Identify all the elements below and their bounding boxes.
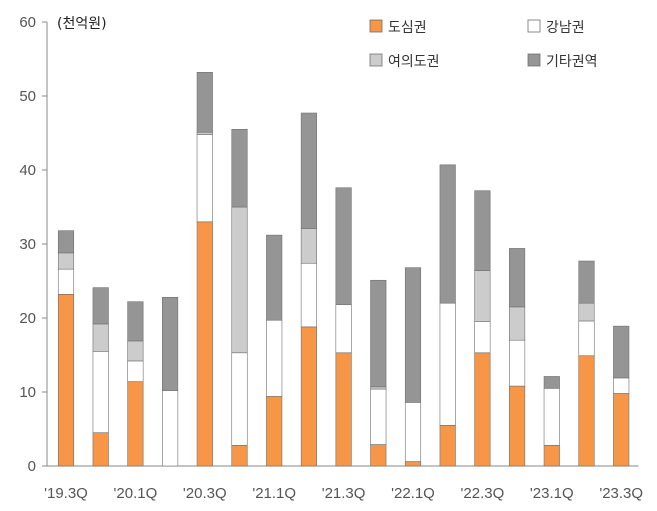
bar-segment [335,304,352,354]
bar-segment [335,352,352,467]
bar-segment [613,377,630,394]
bar-segment [578,260,595,304]
bar-segment [439,302,456,426]
x-tick-label: '19.3Q [44,485,88,502]
legend-swatch [527,53,541,67]
y-tick-label: 30 [19,236,36,253]
bar-segment [300,262,317,328]
bar-segment [300,228,317,264]
bar-segment [370,388,387,445]
legend-label: 여의도권 [388,54,440,70]
bar-segment [196,134,213,223]
y-tick-label: 10 [19,384,36,401]
bar-segment [127,301,144,342]
bar-segment [474,321,491,354]
bar-segment [231,206,248,354]
x-tick-label: '20.1Q [114,485,158,502]
bar-segment [578,320,595,357]
bar-segment [543,444,560,467]
legend-label: 강남권 [546,20,585,36]
bar-segment [509,339,526,387]
bar-segment [196,72,213,133]
bar-segment [543,387,560,446]
bar-segment [127,340,144,362]
bar-segment [196,131,213,135]
bar-segment [474,352,491,467]
legend-swatch [369,19,383,33]
y-axis-unit-label: (천억원) [57,16,107,32]
x-tick-label: '23.3Q [599,485,643,502]
bar-segment [127,360,144,382]
bar-segment [613,393,630,467]
bar-segment [300,326,317,467]
bar-segment [231,444,248,467]
bar-segment [92,287,109,325]
bar-segment [92,432,109,467]
bar-segment [578,355,595,467]
bar-segment [509,385,526,467]
bar-segment [509,248,526,308]
x-tick-label: '21.3Q [322,485,366,502]
bar-segment [474,190,491,271]
bar-segment [578,302,595,322]
bar-segment [439,424,456,467]
x-tick-label: '22.1Q [391,485,435,502]
legend-swatch [369,53,383,67]
x-tick-label: '21.1Q [252,485,296,502]
legend-swatch [527,19,541,33]
bar-segment [474,270,491,323]
y-tick-label: 40 [19,162,36,179]
x-tick-label: '22.3Q [461,485,505,502]
bar-segment [509,306,526,341]
legend-label: 기타권역 [546,54,598,70]
bars [57,72,630,467]
bar-segment [404,267,422,403]
y-tick-label: 60 [19,14,36,31]
bar-segment [266,396,283,467]
y-tick-label: 50 [19,88,36,105]
legend-label: 도심권 [388,20,427,36]
y-tick-label: 20 [19,310,36,327]
bar-segment [266,319,283,397]
bar-segment [162,296,179,391]
y-axis-labels: 0 10 20 30 40 50 60 [19,14,36,475]
bar-segment [335,187,352,305]
bar-segment [543,376,560,389]
bar-segment [370,386,387,390]
bar-segment [231,352,248,446]
bar-segment [231,129,248,208]
x-tick-label: '20.3Q [183,485,227,502]
bar-segment [57,294,75,467]
bar-segment [127,381,144,467]
bar-segment [404,461,422,467]
bar-segment [370,444,387,467]
x-tick-label: '23.1Q [530,485,574,502]
x-axis-labels: '19.3Q '20.1Q '20.3Q '21.1Q '21.3Q '22.1Q '22.… [44,485,643,502]
bar-segment [196,221,213,467]
bar-segment [439,164,456,304]
bar-segment [404,402,422,462]
bar-segment [57,230,75,254]
bar-segment [92,350,109,433]
bar-segment [613,325,630,379]
bar-segment [162,390,179,467]
bar-segment [300,112,317,229]
bar-segment [370,279,387,388]
bar-segment [266,234,283,321]
bar-segment [92,323,109,352]
y-tick-label: 0 [28,458,36,475]
bar-segment [57,252,75,270]
bar-segment [57,268,75,295]
